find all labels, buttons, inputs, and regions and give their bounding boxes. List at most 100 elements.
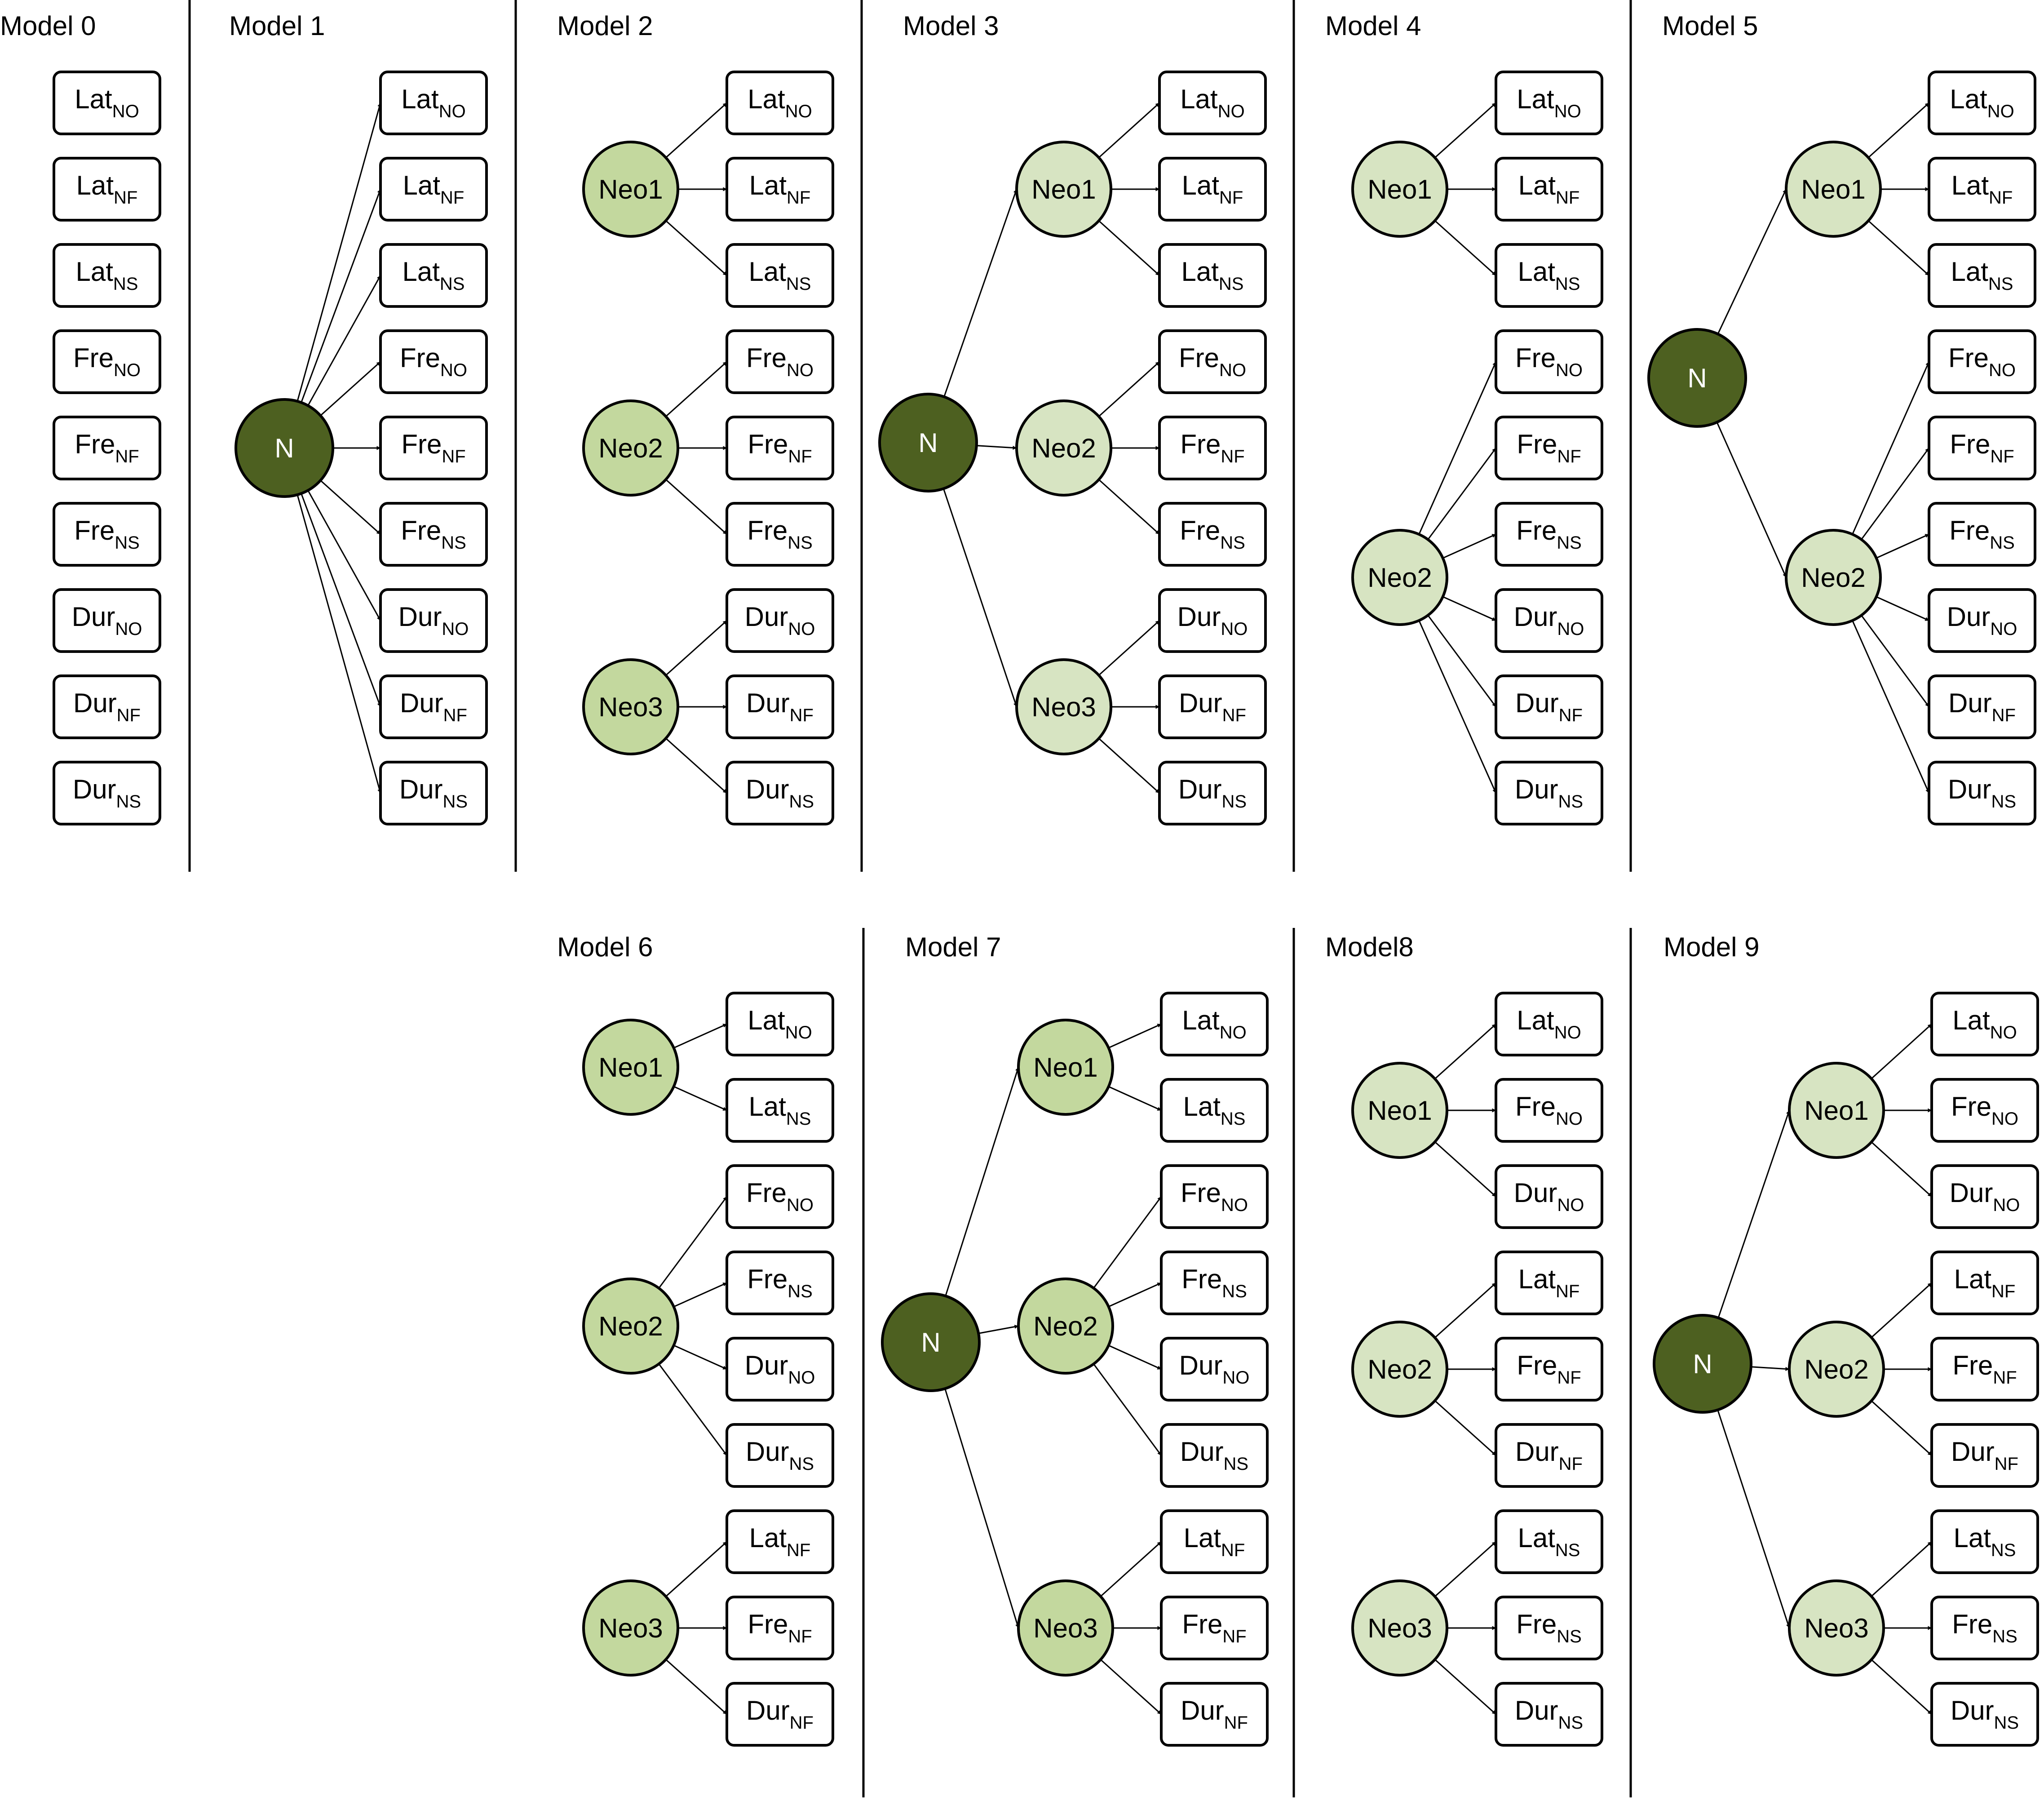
indicator-box: FreNF xyxy=(379,416,488,480)
indicator-box: DurNS xyxy=(726,1423,834,1488)
loading-arrow xyxy=(665,620,728,676)
indicator-box: FreNF xyxy=(1930,1337,2039,1402)
indicator-label: FreNS xyxy=(1949,515,2015,553)
indicator-box: FreNO xyxy=(1495,1078,1603,1143)
factor-node: Neo2 xyxy=(1015,399,1112,497)
indicator-label: DurNO xyxy=(72,602,142,639)
factor-label: Neo1 xyxy=(1367,1096,1432,1126)
loading-arrow xyxy=(665,1541,728,1597)
indicator-label: DurNO xyxy=(1947,602,2017,639)
indicator-box: FreNF xyxy=(1495,416,1603,480)
indicator-box: DurNS xyxy=(1495,1682,1603,1747)
indicator-box: FreNS xyxy=(1160,1251,1269,1315)
indicator-label: DurNO xyxy=(745,1350,815,1388)
indicator-box: DurNO xyxy=(1928,588,2036,653)
indicator-box: DurNF xyxy=(1930,1423,2039,1488)
indicator-label: FreNO xyxy=(1515,1091,1583,1129)
model-title: Model 7 xyxy=(905,932,1001,962)
factor-node: Neo2 xyxy=(1017,1278,1114,1375)
indicator-box: FreNF xyxy=(1928,416,2036,480)
loading-arrow xyxy=(301,189,381,403)
factor-label: Neo2 xyxy=(1804,1354,1868,1384)
indicator-box: DurNF xyxy=(726,674,834,739)
factor-node: Neo2 xyxy=(1351,1321,1448,1418)
loading-arrow xyxy=(1418,620,1497,794)
indicator-box: LatNO xyxy=(1495,71,1603,135)
loading-arrow xyxy=(1098,220,1160,276)
indicator-box: DurNS xyxy=(1928,761,2036,825)
factor-label: Neo2 xyxy=(1033,1311,1097,1341)
loading-arrow xyxy=(1871,1023,1933,1079)
indicator-label: DurNO xyxy=(1514,1178,1584,1215)
indicator-label: LatNF xyxy=(403,170,465,208)
loading-arrow xyxy=(1427,448,1497,540)
loading-arrow xyxy=(1100,1541,1162,1597)
indicator-box: DurNF xyxy=(1928,674,2036,739)
indicator-label: LatNO xyxy=(1952,1005,2017,1042)
indicator-box: FreNF xyxy=(53,416,161,480)
model-title: Model 9 xyxy=(1664,932,1759,962)
indicator-label: FreNF xyxy=(1517,1350,1581,1388)
indicator-box: LatNF xyxy=(726,1509,834,1574)
loading-arrow xyxy=(945,1067,1019,1296)
indicator-label: LatNF xyxy=(1518,170,1580,208)
loading-arrow xyxy=(320,361,381,416)
indicator-box: DurNO xyxy=(1495,1164,1603,1229)
loading-arrow xyxy=(1108,1344,1162,1370)
indicator-box: LatNF xyxy=(1495,1251,1603,1315)
indicator-box: FreNS xyxy=(1928,502,2036,567)
indicator-label: LatNS xyxy=(1181,257,1244,294)
loading-arrow xyxy=(1093,1196,1162,1289)
indicator-label: LatNF xyxy=(749,170,811,208)
indicator-box: DurNF xyxy=(1495,1423,1603,1488)
loading-arrow xyxy=(301,493,381,707)
indicator-box: LatNS xyxy=(53,243,161,308)
indicator-label: DurNO xyxy=(1514,602,1584,639)
indicator-label: LatNF xyxy=(1954,1264,2016,1301)
factor-node: Neo1 xyxy=(1015,141,1112,238)
loading-arrow xyxy=(1871,1141,1933,1198)
indicator-box: DurNS xyxy=(1930,1682,2039,1747)
indicator-box: DurNS xyxy=(1495,761,1603,825)
indicator-label: LatNO xyxy=(748,1005,812,1042)
loading-arrow xyxy=(1867,220,1930,276)
loading-arrow xyxy=(665,1659,728,1715)
factor-node: Neo1 xyxy=(582,141,679,238)
indicator-box: DurNO xyxy=(379,588,488,653)
factor-label: Neo1 xyxy=(1801,174,1865,204)
indicator-box: FreNO xyxy=(1495,329,1603,394)
indicator-label: FreNO xyxy=(1515,343,1583,380)
loading-arrow xyxy=(1108,1086,1162,1111)
loading-arrow xyxy=(673,1344,727,1370)
loading-arrows xyxy=(1717,1023,1933,1715)
factor-node: Neo2 xyxy=(582,399,679,497)
factor-label: Neo3 xyxy=(1367,1613,1432,1643)
indicator-label: DurNO xyxy=(1179,1350,1250,1388)
indicator-box: FreNO xyxy=(1930,1078,2039,1143)
loading-arrow xyxy=(1852,620,1930,794)
model-title: Model8 xyxy=(1325,932,1414,962)
general-factor-label: N xyxy=(918,428,938,458)
indicator-box: LatNF xyxy=(1928,157,2036,222)
indicator-label: DurNF xyxy=(400,688,467,725)
indicator-label: LatNF xyxy=(76,170,138,208)
indicator-box: LatNO xyxy=(726,71,834,135)
indicator-box: FreNF xyxy=(726,1596,834,1660)
indicator-label: DurNS xyxy=(1515,774,1583,812)
indicator-label: DurNS xyxy=(746,774,814,812)
indicator-label: FreNO xyxy=(1181,1178,1248,1215)
indicator-label: FreNF xyxy=(1952,1350,2017,1388)
loading-arrow xyxy=(1098,738,1160,794)
indicator-box: FreNF xyxy=(1160,1596,1269,1660)
factor-node: Neo1 xyxy=(1351,141,1448,238)
indicator-box: LatNF xyxy=(1158,157,1267,222)
loading-arrow xyxy=(1876,533,1929,559)
indicator-box: DurNF xyxy=(1160,1682,1269,1747)
loading-arrow xyxy=(307,275,381,406)
indicator-label: FreNO xyxy=(746,343,814,380)
indicator-label: LatNF xyxy=(749,1523,811,1560)
loading-arrow xyxy=(978,1325,1019,1334)
indicator-label: FreNF xyxy=(748,429,812,466)
factor-node: Neo2 xyxy=(582,1278,679,1375)
indicator-box: FreNO xyxy=(726,329,834,394)
